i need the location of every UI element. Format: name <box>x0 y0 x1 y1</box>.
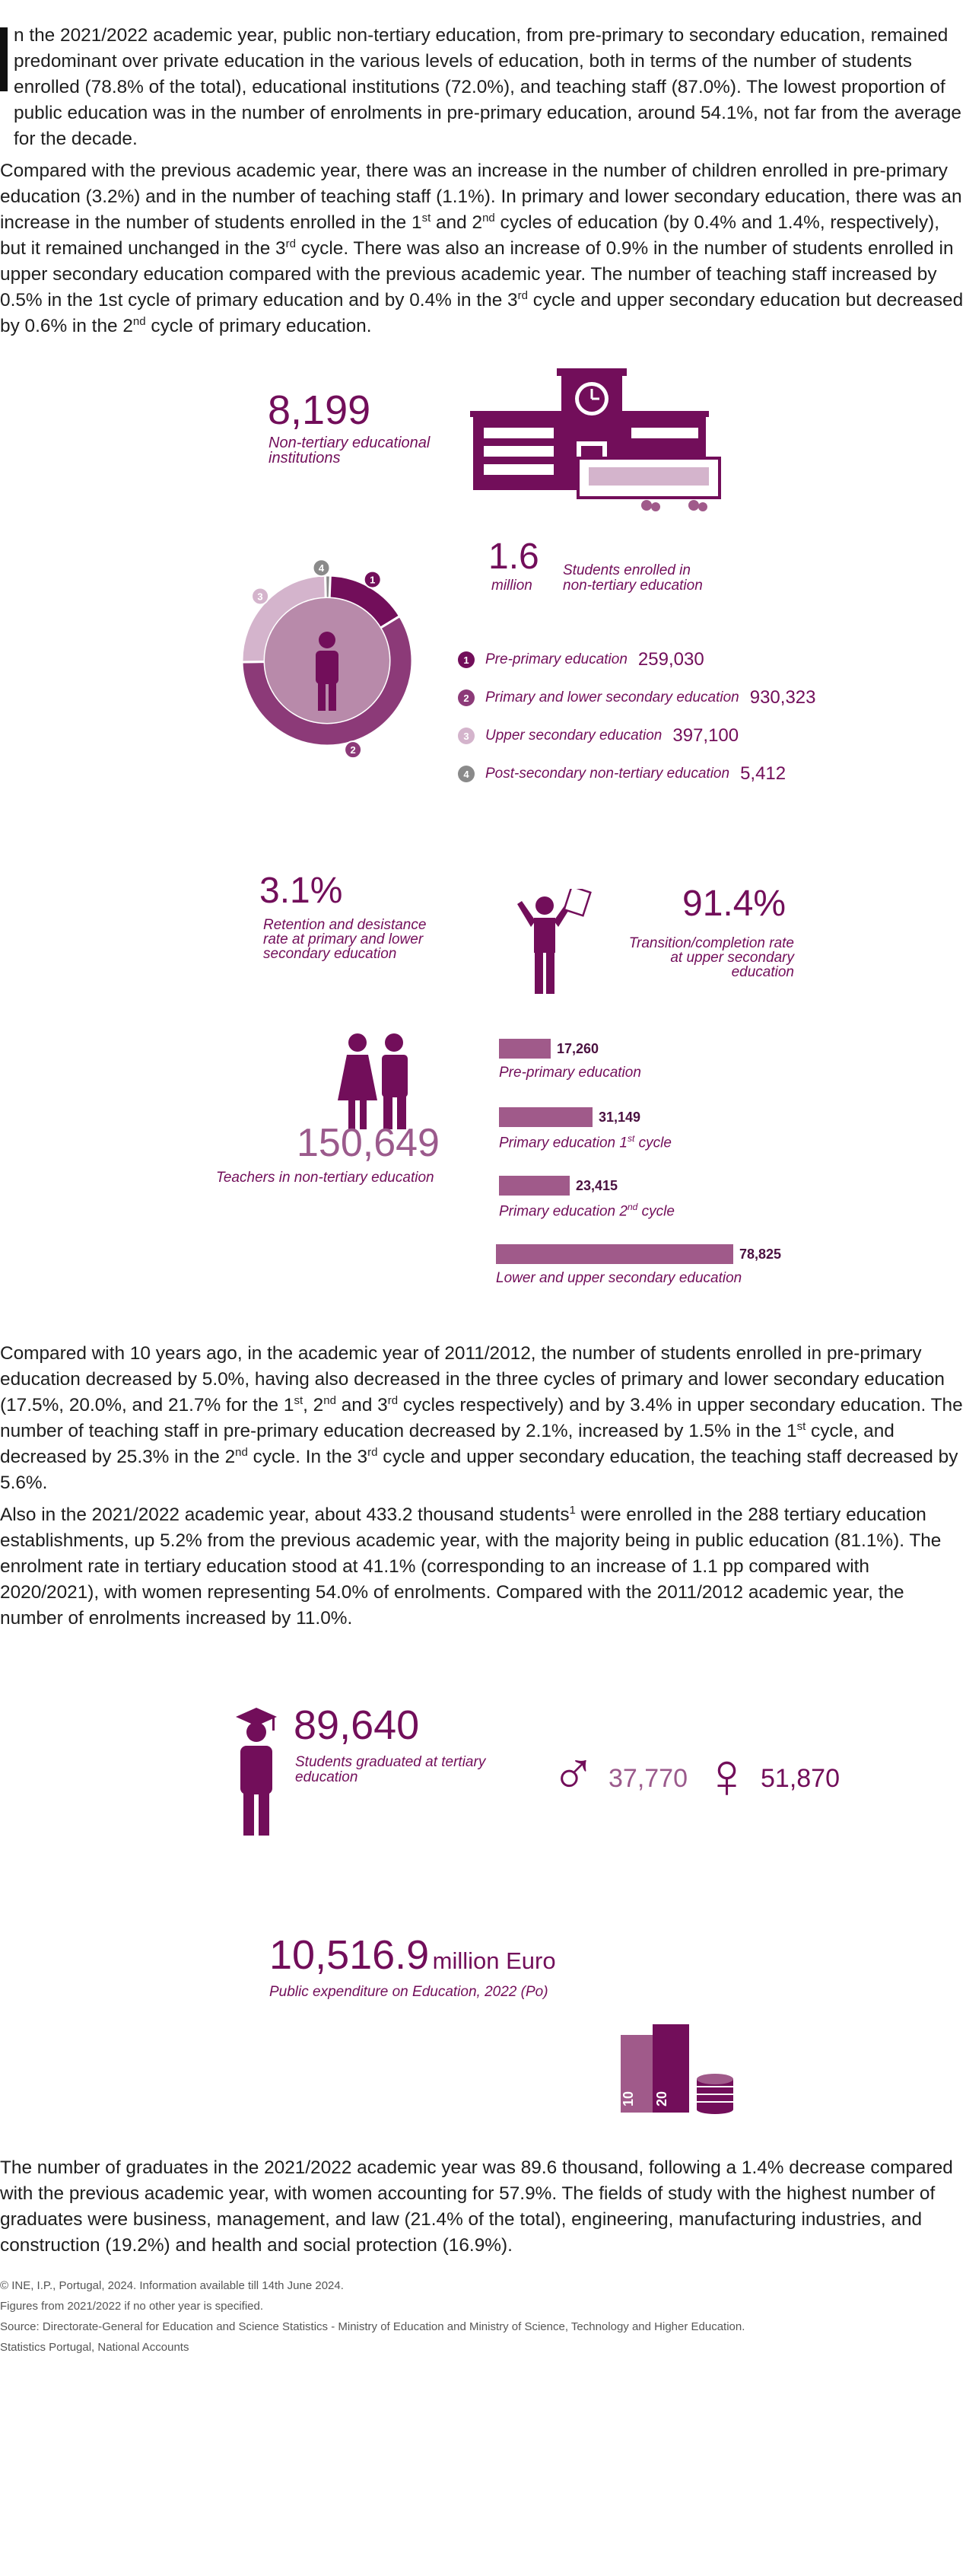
teacher-bar-2 <box>499 1107 593 1127</box>
donut-segment-4 <box>324 574 332 600</box>
expenditure-unit: million Euro <box>432 1947 556 1974</box>
legend-label-1: Pre-primary education <box>485 651 628 667</box>
legend-dot-1: 1 <box>458 651 475 668</box>
donut-badge-label-3: 3 <box>257 591 262 602</box>
teacher-bar-1 <box>499 1039 551 1059</box>
transition-caption: Transition/completion rate at upper secon… <box>628 935 794 980</box>
male-symbol-icon: ♂ <box>551 1740 596 1807</box>
legend-item-1: 1 Pre-primary education 259,030 <box>458 648 704 671</box>
ten-year-comparison-paragraph: Compared with 10 years ago, in the acade… <box>0 1343 963 1493</box>
donut-badge-label-2: 2 <box>350 744 355 756</box>
expenditure-value: 10,516.9 <box>269 1932 430 1978</box>
teacher-bar-label-4: Lower and upper secondary education <box>496 1270 742 1286</box>
legend-item-4: 4 Post-secondary non-tertiary education 5,… <box>458 763 786 785</box>
legend-value-2: 930,323 <box>749 687 816 708</box>
legend-label-2: Primary and lower secondary education <box>485 689 739 705</box>
donut-badge-2 <box>344 740 363 759</box>
teacher-bar-label-1: Pre-primary education <box>499 1065 641 1081</box>
legend-dot-2: 2 <box>458 689 475 706</box>
intro-paragraph: n the 2021/2022 academic year, public no… <box>14 25 961 149</box>
enrolled-value: 1.6 <box>488 537 539 577</box>
institutions-value: 8,199 <box>268 387 371 433</box>
tertiary-paragraph: Also in the 2021/2022 academic year, abo… <box>0 1503 942 1629</box>
school-building-icon <box>470 368 721 511</box>
graduates-male-value: 37,770 <box>609 1764 688 1793</box>
legend-label-4: Post-secondary non-tertiary education <box>485 766 730 782</box>
enrolment-donut-chart: 1 2 3 4 <box>240 559 414 759</box>
drop-cap-bar <box>0 27 8 91</box>
legend-item-2: 2 Primary and lower secondary education 93… <box>458 686 816 709</box>
teacher-bar-4 <box>496 1244 733 1264</box>
teacher-bar-row-4: 78,825 Lower and upper secondary educatio… <box>496 1244 781 1287</box>
teacher-bar-value-1: 17,260 <box>557 1040 599 1056</box>
books-and-coins-icon: 10 20 <box>621 2024 733 2114</box>
legend-dot-4: 4 <box>458 766 475 782</box>
teacher-bar-row-1: 17,260 Pre-primary education <box>499 1039 641 1081</box>
retention-value: 3.1% <box>259 871 343 911</box>
donut-badge-3 <box>251 587 270 606</box>
teachers-couple-icon <box>338 1033 408 1129</box>
teacher-bar-label-3: Primary education 2nd cycle <box>499 1202 675 1220</box>
transition-value: 91.4% <box>682 884 786 924</box>
graduate-icon <box>236 1708 277 1836</box>
student-figure-icon <box>316 632 338 711</box>
graduates-value: 89,640 <box>294 1702 420 1748</box>
enrolled-caption: Students enrolled in non-tertiary educati… <box>563 562 703 594</box>
teacher-bar-value-3: 23,415 <box>576 1177 618 1193</box>
donut-badge-4 <box>312 559 331 578</box>
teacher-bar-3 <box>499 1176 570 1196</box>
expenditure-caption: Public expenditure on Education, 2022 (P… <box>269 1984 548 2000</box>
institutions-caption: Non-tertiary educational institutions <box>269 435 431 466</box>
book-label-10: 10 <box>621 2091 636 2106</box>
legend-value-4: 5,412 <box>740 763 786 784</box>
legend-value-3: 397,100 <box>672 725 739 746</box>
footer-source: Source: Directorate-General for Educatio… <box>0 2320 745 2333</box>
teacher-bar-row-3: 23,415 Primary education 2nd cycle <box>499 1176 675 1220</box>
teacher-bar-value-4: 78,825 <box>739 1246 782 1262</box>
teacher-bar-row-2: 31,149 Primary education 1st cycle <box>499 1107 672 1151</box>
donut-badge-label-1: 1 <box>370 575 375 586</box>
enrolled-unit: million <box>491 578 532 594</box>
legend-item-3: 3 Upper secondary education 397,100 <box>458 724 739 747</box>
donut-badge-label-4: 4 <box>319 562 325 574</box>
book-label-20: 20 <box>654 2091 669 2106</box>
teacher-bar-value-2: 31,149 <box>599 1109 641 1125</box>
graduates-caption: Students graduated at tertiary education <box>295 1754 486 1785</box>
graduates-paragraph: The number of graduates in the 2021/2022… <box>0 2157 953 2256</box>
footer-source-2: Statistics Portugal, National Accounts <box>0 2341 189 2354</box>
graduate-cheering-icon <box>517 889 592 994</box>
legend-value-1: 259,030 <box>637 649 704 670</box>
expenditure-value-line: 10,516.9 million Euro <box>269 1931 556 1979</box>
footer-years-note: Figures from 2021/2022 if no other year … <box>0 2300 264 2313</box>
footer-copyright: © INE, I.P., Portugal, 2024. Information… <box>0 2279 344 2292</box>
comparison-paragraph: Compared with the previous academic year… <box>0 161 964 336</box>
footer-notes: © INE, I.P., Portugal, 2024. Information… <box>0 2275 745 2358</box>
graduates-female-value: 51,870 <box>761 1764 840 1793</box>
donut-badge-1 <box>363 570 382 589</box>
legend-label-3: Upper secondary education <box>485 728 663 744</box>
retention-caption: Retention and desistance rate at primary … <box>263 917 427 962</box>
teachers-value: 150,649 <box>297 1121 440 1165</box>
teacher-bar-label-2: Primary education 1st cycle <box>499 1133 672 1151</box>
teachers-caption: Teachers in non-tertiary education <box>216 1170 434 1186</box>
female-symbol-icon: ♀ <box>703 1740 751 1811</box>
legend-dot-3: 3 <box>458 728 475 744</box>
